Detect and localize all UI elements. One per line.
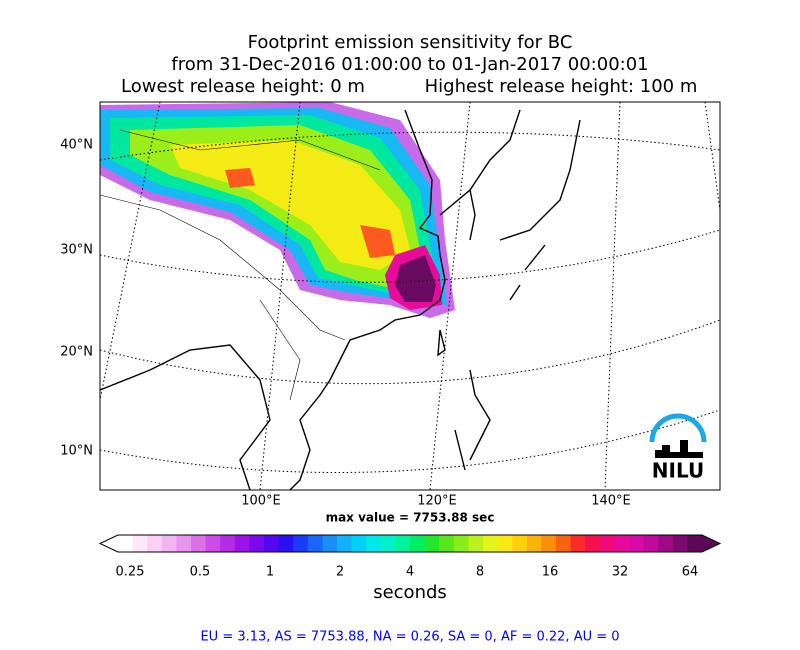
colorbar-segment	[220, 535, 236, 552]
colorbar-segment	[672, 535, 688, 552]
colorbar-segment	[512, 535, 528, 552]
colorbar-segment	[439, 535, 455, 552]
colorbar-tick-label: 8	[476, 565, 484, 580]
lon-labels: 100°E 120°E 140°E	[241, 494, 631, 509]
colorbar-extend-low	[100, 535, 118, 552]
colorbar-tick-label: 4	[406, 565, 414, 580]
colorbar-tick-label: 64	[682, 565, 699, 580]
colorbar-segment	[599, 535, 615, 552]
colorbar-tick-label: 0.25	[116, 565, 145, 580]
colorbar-segment	[322, 535, 338, 552]
colorbar-segment	[191, 535, 207, 552]
colorbar-tick-label: 32	[612, 565, 629, 580]
colorbar-segment	[410, 535, 426, 552]
colorbar-segment	[526, 535, 542, 552]
colorbar-segment	[234, 535, 250, 552]
colorbar-segment	[307, 535, 323, 552]
colorbar-label: seconds	[373, 582, 447, 603]
title-line1: Footprint emission sensitivity for BC	[248, 32, 573, 53]
colorbar-segment	[278, 535, 294, 552]
title-low: Lowest release height: 0 m	[121, 76, 365, 97]
colorbar-segment	[570, 535, 586, 552]
colorbar-segment	[176, 535, 192, 552]
title-high: Highest release height: 100 m	[425, 76, 698, 97]
lat-label: 20°N	[60, 345, 93, 360]
colorbar-tick-label: 1	[266, 565, 274, 580]
colorbar-segment	[264, 535, 280, 552]
lon-label: 120°E	[417, 494, 457, 509]
colorbar-segment	[629, 535, 645, 552]
colorbar-segment	[556, 535, 572, 552]
colorbar-segment	[337, 535, 353, 552]
colorbar-outline	[98, 534, 722, 553]
colorbar-segment	[147, 535, 163, 552]
colorbar-segment	[161, 535, 177, 552]
logo: NILU	[652, 459, 704, 483]
lon-label: 140°E	[591, 494, 631, 509]
lat-label: 30°N	[60, 243, 93, 258]
colorbar-segment	[118, 535, 134, 552]
colorbar-tick-label: 2	[336, 565, 344, 580]
colorbar-tick-label: 16	[542, 565, 559, 580]
colorbar-segment	[614, 535, 630, 552]
colorbar-tick-label: 0.5	[190, 565, 211, 580]
colorbar-segment	[497, 535, 513, 552]
lat-labels: 40°N 30°N 20°N 10°N	[60, 138, 93, 459]
colorbar-segment	[687, 535, 703, 552]
map: NILU	[100, 102, 720, 490]
colorbar-segment	[380, 535, 396, 552]
colorbar-segment	[453, 535, 469, 552]
title-line2: from 31-Dec-2016 01:00:00 to 01-Jan-2017…	[171, 54, 648, 75]
colorbar-extend-high	[702, 535, 720, 552]
colorbar-segment	[643, 535, 659, 552]
colorbar-segment	[585, 535, 601, 552]
colorbar-segment	[658, 535, 674, 552]
max-value: max value = 7753.88 sec	[326, 511, 495, 525]
colorbar-segment	[468, 535, 484, 552]
colorbar-segment	[541, 535, 557, 552]
colorbar: 0.25 0.5 1 2 4 8 16 32 64	[98, 534, 722, 580]
colorbar-segment	[366, 535, 382, 552]
colorbar-segment	[205, 535, 221, 552]
lon-label: 100°E	[241, 494, 281, 509]
colorbar-segment	[395, 535, 411, 552]
colorbar-segment	[483, 535, 499, 552]
stats: EU = 3.13, AS = 7753.88, NA = 0.26, SA =…	[200, 630, 619, 645]
lat-label: 10°N	[60, 444, 93, 459]
colorbar-segment	[132, 535, 148, 552]
lat-label: 40°N	[60, 138, 93, 153]
colorbar-segment	[293, 535, 309, 552]
colorbar-segment	[351, 535, 367, 552]
colorbar-segment	[249, 535, 265, 552]
map-frame	[99, 101, 721, 491]
colorbar-segment	[424, 535, 440, 552]
